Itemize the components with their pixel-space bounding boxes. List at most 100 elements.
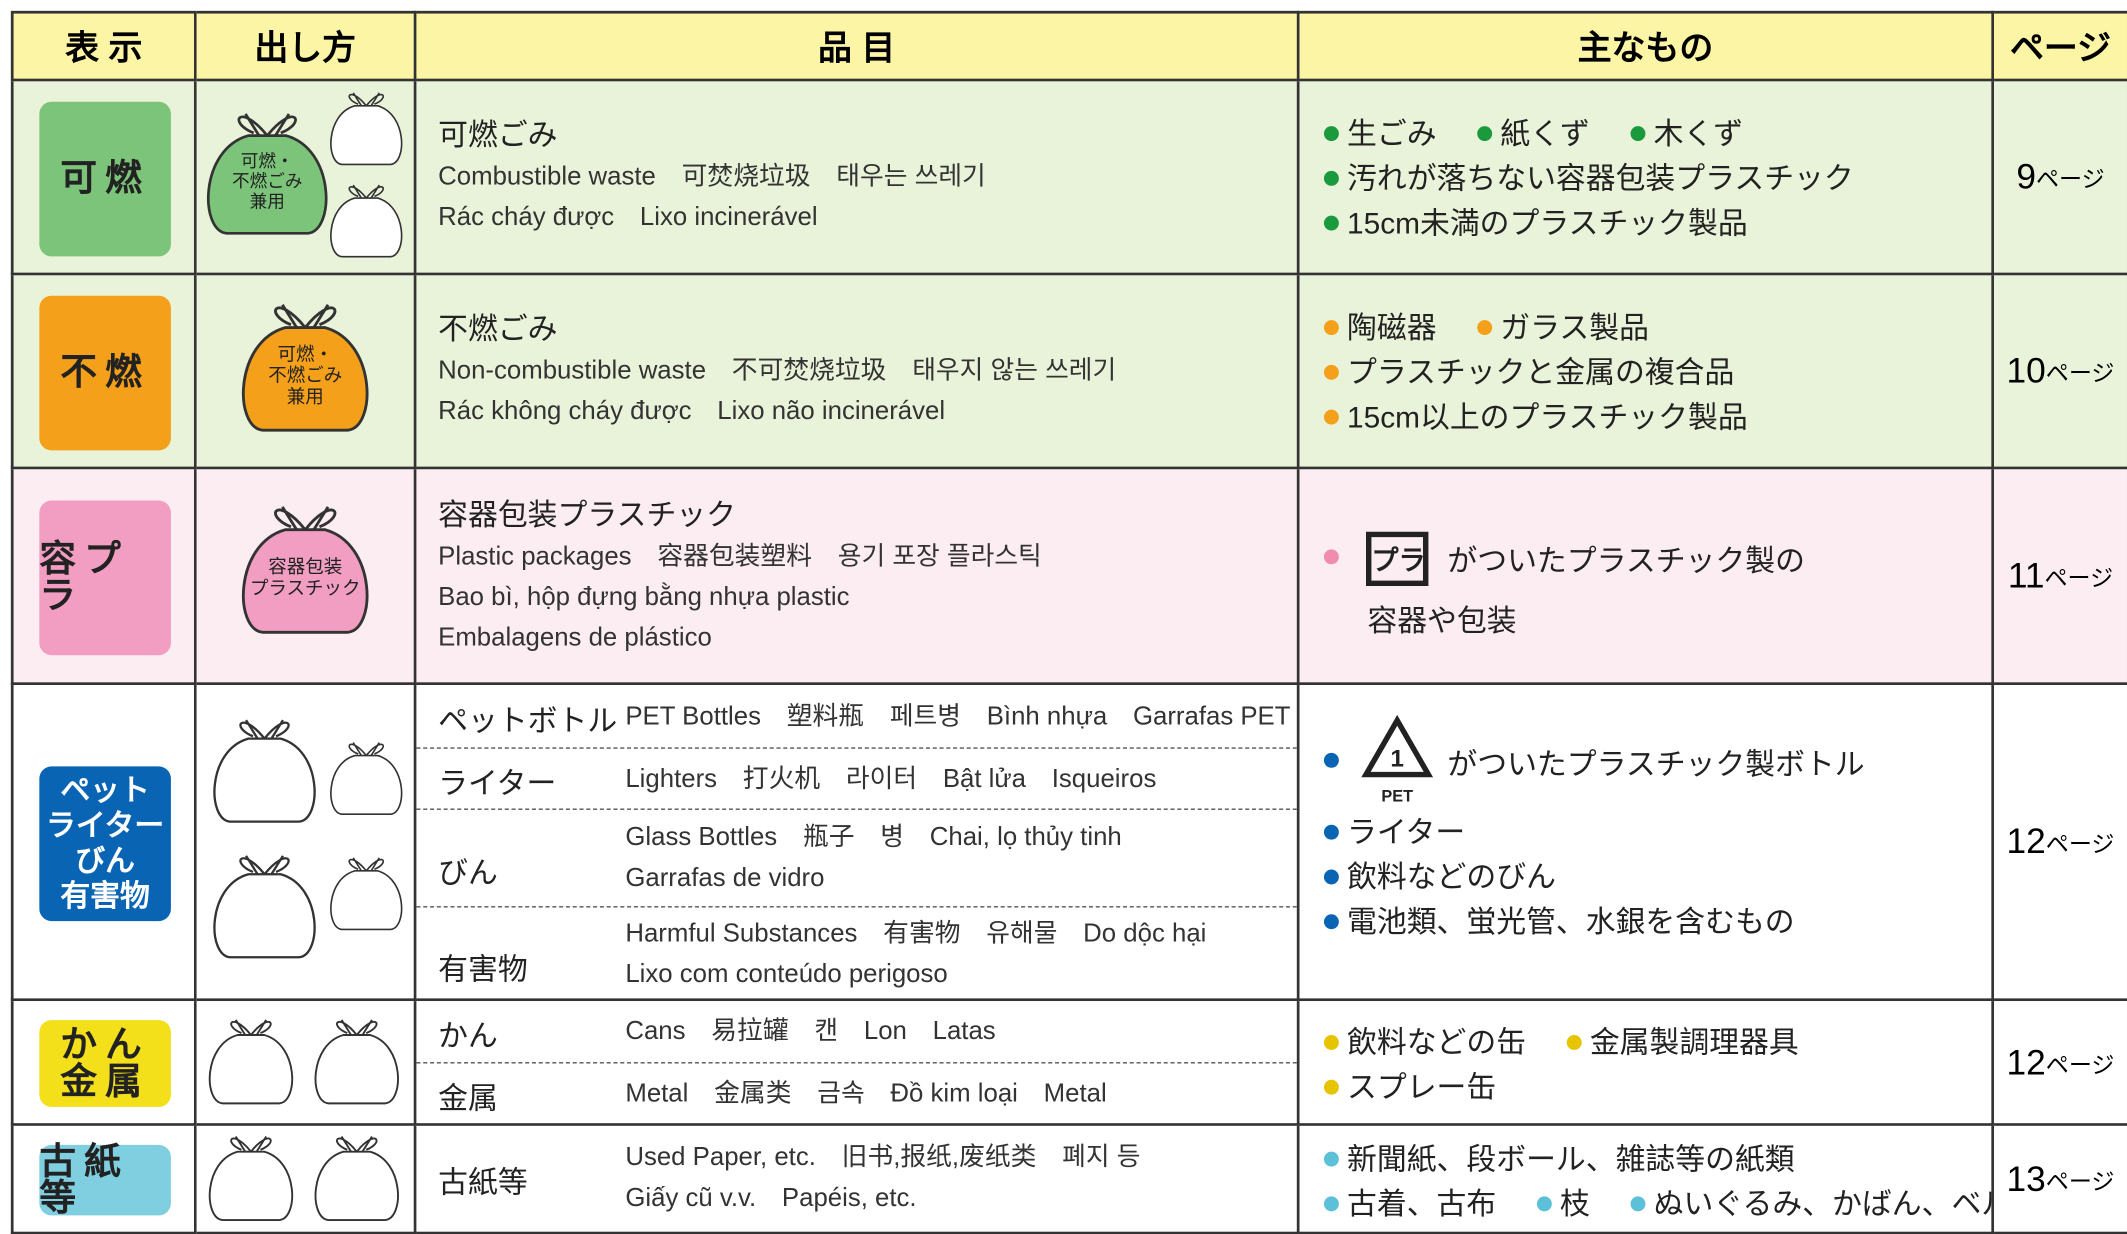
bag-shape: [274, 506, 337, 531]
category-label: 金属: [60, 1060, 150, 1102]
main-line: 陶磁器 ガラス製品: [1323, 305, 1986, 350]
main-item: 汚れが落ちない容器包装プラスチック: [1323, 156, 1854, 201]
main-cell: 1 PET がついたプラスチック製ボトル ライター 飲料などのびん 電池類、蛍光管、水銀を…: [1299, 685, 1995, 1002]
sub-lines: Cans 易拉罐 캔 Lon Latas: [625, 1012, 995, 1053]
icon-line: プラ がついたプラスチック製の: [1323, 524, 1986, 595]
main-line: 汚れが落ちない容器包装プラスチック: [1323, 156, 1986, 201]
main-item: 枝: [1536, 1182, 1590, 1227]
bag-shape: [330, 754, 403, 815]
bullet: [1323, 548, 1339, 564]
bag-label: 可燃・: [241, 151, 294, 171]
category-badge: ペット ライター びん 有害物: [39, 765, 171, 921]
bag-shape: [230, 1019, 272, 1036]
bullet: [1630, 1196, 1646, 1211]
main-text: 容器や包装: [1367, 603, 1517, 638]
page-cell: 12 ページ: [1994, 685, 2127, 1002]
bag-label: プラ: [1371, 545, 1425, 576]
bag-shape: [213, 873, 316, 959]
bag-shape: [242, 326, 369, 432]
item-title: 不燃ごみ: [438, 311, 558, 346]
item-cell: 可燃ごみ Combustible waste 可焚烧垃圾 태우는 쓰레기 Rác c…: [416, 81, 1300, 276]
main-block: 生ごみ 紙くず 木くず 汚れが落ちない容器包装プラスチック 15cm未満のプラスチック製…: [1323, 111, 1986, 246]
bag-icons: [213, 719, 403, 959]
main-block: 陶磁器 ガラス製品 プラスチックと金属の複合品 15cm以上のプラスチック製品: [1323, 305, 1986, 439]
main-text: がついたプラスチック製の: [1447, 543, 1805, 578]
item-cell: ペットボトル PET Bottles 塑料瓶 페트병 Bình nhựa Garr…: [416, 685, 1300, 1002]
bag-shape: [330, 857, 403, 931]
bullet: [1323, 1034, 1339, 1050]
item-line: Lixo com conteúdo perigoso: [625, 959, 948, 989]
page-unit: ページ: [2045, 1168, 2115, 1195]
main-text: 生ごみ: [1347, 116, 1437, 151]
label-cell: ペット ライター びん 有害物: [10, 685, 197, 1002]
bullet: [1477, 319, 1493, 335]
bag-shape: [213, 719, 316, 823]
category-label: 容プラ: [39, 537, 129, 616]
bag-shape: [239, 855, 290, 875]
bag-shape: [330, 870, 403, 931]
page-cell: 11 ページ: [1994, 469, 2127, 686]
sub-lines: Lighters 打火机 라이터 Bật lửa Isqueiros: [625, 759, 1156, 800]
item-block: 可燃ごみ Combustible waste 可焚烧垃圾 태우는 쓰레기 Rác c…: [438, 114, 986, 239]
category-label: ライター: [46, 807, 165, 842]
sub-name: ライター: [438, 765, 557, 800]
sub-row: 古紙等 Used Paper, etc. 旧书,报纸,废纸类 폐지 등 Giấy c…: [416, 1126, 1296, 1232]
header-cell: 出し方: [196, 10, 417, 82]
bullet: [1323, 1196, 1339, 1211]
bag-shape: [348, 857, 385, 872]
bag-shape: [1365, 531, 1429, 587]
item-cell: 容器包装プラスチック Plastic packages 容器包装塑料 용기 포장 …: [416, 469, 1300, 686]
main-line: ライター: [1323, 810, 1986, 855]
main-line: 生ごみ 紙くず 木くず: [1323, 111, 1986, 156]
main-text: ガラス製品: [1500, 310, 1649, 345]
item-block: 容器包装プラスチック Plastic packages 容器包装塑料 용기 포장 …: [438, 494, 1042, 659]
bag-shape: [1361, 714, 1434, 778]
category-label: 古紙等: [39, 1140, 129, 1219]
bag-shape: [239, 719, 290, 740]
sub-row: びん Glass Bottles 瓶子 병 Chai, lọ thủy tinh G…: [416, 810, 1297, 908]
item-line: Lighters 打火机 라이터 Bật lửa Isqueiros: [625, 764, 1157, 793]
main-line: 電池類、蛍光管、水銀を含むもの: [1323, 899, 1986, 944]
main-text: 古着、古布: [1347, 1186, 1497, 1221]
bag-shape: [336, 1135, 378, 1153]
item-line: Garrafas de vidro: [625, 864, 825, 893]
bag-cell: 可燃・ 不燃ごみ 兼用: [196, 275, 417, 470]
sub-name: びん: [438, 855, 498, 890]
main-line: 古着、古布 枝 ぬいぐるみ、かばん、ベルト: [1323, 1182, 1991, 1227]
item-line: Bao bì, hộp đựng bằng nhựa plastic: [438, 583, 850, 612]
bag-shape: [330, 92, 403, 166]
main-item: 15cm未満のプラスチック製品: [1323, 201, 1748, 246]
main-item: スプレー缶: [1323, 1065, 1496, 1110]
item-line: Glass Bottles 瓶子 병 Chai, lọ thủy tinh: [625, 823, 1122, 852]
main-line: プラスチックと金属の複合品: [1323, 350, 1986, 395]
page-unit: ページ: [2035, 166, 2105, 193]
page-unit: ページ: [2044, 565, 2114, 592]
bag-label: 兼用: [250, 192, 285, 212]
category-badge: かん 金属: [39, 1020, 171, 1107]
bullet: [1323, 215, 1339, 231]
main-item: 飲料などのびん: [1323, 855, 1556, 900]
bag-shape: [336, 1019, 378, 1036]
page-number: 12: [2006, 820, 2046, 862]
main-line: スプレー缶: [1323, 1065, 1986, 1110]
category-label: 不燃: [60, 351, 150, 393]
main-text: 新聞紙、段ボール、雑誌等の紙類: [1347, 1142, 1795, 1177]
bag-label: 不燃ごみ: [232, 171, 303, 191]
page-cell: 12 ページ: [1994, 1001, 2127, 1126]
sub-lines: Metal 金属类 금속 Đồ kim loại Metal: [625, 1074, 1106, 1115]
item-line: Plastic packages 容器包装塑料 용기 포장 플라스틱: [438, 542, 1042, 572]
main-item: プラスチックと金属の複合品: [1323, 350, 1734, 395]
icon-line: 1 PET がついたプラスチック製ボトル: [1323, 714, 1986, 810]
bag-shape: [237, 113, 297, 137]
sub-lines: Glass Bottles 瓶子 병 Chai, lọ thủy tinh Gar…: [625, 818, 1121, 899]
page-cell: 13 ページ: [1994, 1125, 2127, 1234]
main-line: 15cm未満のプラスチック製品: [1323, 201, 1986, 246]
main-item: 陶磁器: [1323, 305, 1437, 350]
main-line: 新聞紙、段ボール、雑誌等の紙類: [1323, 1137, 1986, 1182]
bag-label: PET: [1381, 788, 1413, 806]
bag-shape: [208, 1019, 294, 1105]
main-text: 枝: [1559, 1186, 1590, 1221]
